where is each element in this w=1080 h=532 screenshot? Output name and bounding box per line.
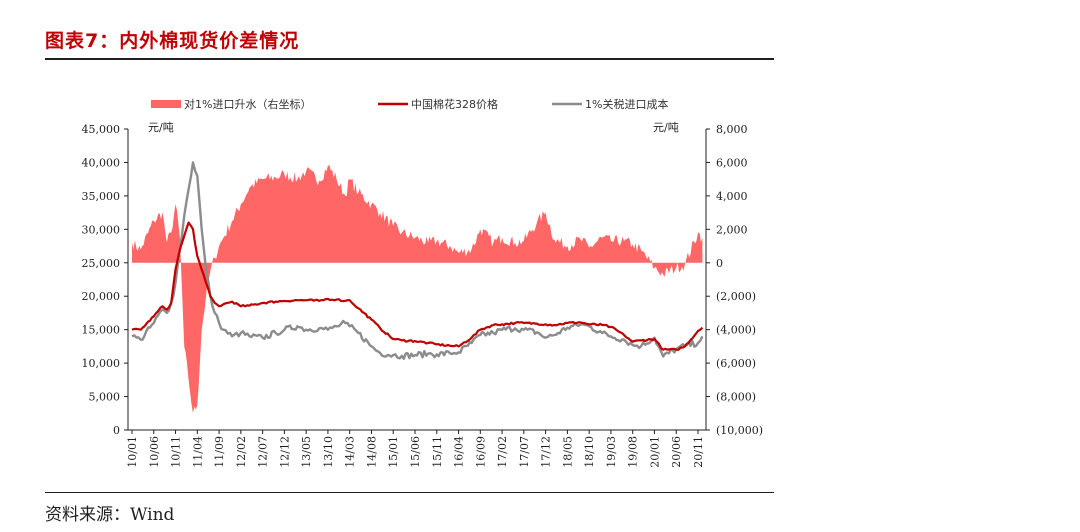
left-tick-label: 15,000 [82,324,121,337]
left-axis-unit: 元/吨 [148,121,174,134]
right-tick-label: 0 [716,257,723,270]
x-tick-label: 10/06 [148,436,161,468]
chart-legend: 对1%进口升水（右坐标） 中国棉花328价格 1%关税进口成本 [151,97,668,111]
page-title: 图表7：内外棉现货价差情况 [45,30,300,52]
right-tick-label: (8,000) [716,391,756,404]
footer-divider [45,492,774,493]
x-tick-label: 17/12 [540,436,553,468]
series-line-china-328 [131,221,704,351]
x-tick-label: 17/02 [496,436,509,468]
legend-swatch-spread [151,100,181,108]
right-tick-label: (2,000) [716,290,756,303]
x-tick-label: 11/09 [213,436,226,468]
right-tick-label: (10,000) [716,424,763,437]
legend-label-import: 1%关税进口成本 [585,97,668,111]
left-axis: 45,000 40,000 35,000 30,000 25,000 20,000 15,0… [82,123,129,437]
source-note: 资料来源：Wind [45,505,175,525]
x-tick-label: 14/03 [344,436,357,468]
x-tick-label: 14/08 [365,436,378,468]
x-tick-label: 12/12 [278,436,291,468]
right-tick-label: 8,000 [716,123,748,136]
x-axis: 10/01 10/06 10/11 11/04 11/09 12/02 12/07 12/12… [126,429,706,468]
x-tick-label: 16/04 [453,436,466,468]
legend-label-china: 中国棉花328价格 [411,97,498,111]
x-tick-label: 18/05 [561,436,574,468]
right-axis-unit: 元/吨 [653,121,679,134]
x-tick-label: 17/07 [518,436,531,468]
series-area-spread [132,165,703,414]
right-tick-label: (4,000) [716,324,756,337]
left-tick-label: 40,000 [82,156,121,169]
x-tick-label: 13/05 [300,436,313,468]
x-tick-label: 19/03 [605,436,618,468]
x-tick-label: 19/08 [627,436,640,468]
left-tick-label: 35,000 [82,190,121,203]
x-tick-label: 15/06 [409,436,422,468]
x-tick-label: 15/11 [431,436,444,468]
x-tick-label: 12/07 [257,436,270,468]
x-tick-label: 10/01 [126,436,139,468]
x-tick-label: 10/11 [170,436,183,468]
x-tick-label: 11/04 [191,436,204,468]
left-tick-label: 30,000 [82,223,121,236]
legend-label-spread: 对1%进口升水（右坐标） [184,97,311,111]
left-tick-label: 25,000 [82,257,121,270]
right-tick-label: (6,000) [716,357,756,370]
x-tick-label: 20/11 [692,436,705,468]
plot-area [131,161,704,414]
x-tick-label: 12/02 [235,436,248,468]
series-line-import-cost [131,161,704,360]
x-tick-label: 20/06 [670,436,683,468]
x-tick-label: 13/10 [322,436,335,468]
left-tick-label: 0 [113,424,120,437]
left-tick-label: 45,000 [82,123,121,136]
x-tick-label: 18/10 [583,436,596,468]
spread-chart: 对1%进口升水（右坐标） 中国棉花328价格 1%关税进口成本 元/吨 元/吨 … [82,97,764,468]
right-axis: 8,000 6,000 4,000 2,000 0 (2,000) (4,000) (6,00… [705,123,763,437]
right-tick-label: 6,000 [716,156,748,169]
x-tick-label: 20/01 [648,436,661,468]
x-tick-label: 15/01 [387,436,400,468]
left-tick-label: 5,000 [89,391,121,404]
left-tick-label: 20,000 [82,290,121,303]
right-tick-label: 2,000 [716,223,748,236]
title-divider [45,58,774,60]
left-tick-label: 10,000 [82,357,121,370]
x-tick-label: 16/09 [474,436,487,468]
right-tick-label: 4,000 [716,190,748,203]
